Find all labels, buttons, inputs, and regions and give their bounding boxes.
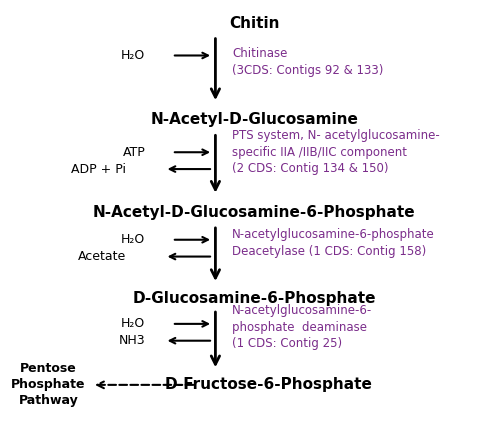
Text: Chitin: Chitin <box>229 15 280 30</box>
Text: Pentose
Phosphate
Pathway: Pentose Phosphate Pathway <box>12 363 86 408</box>
Text: NH3: NH3 <box>118 334 146 347</box>
Text: ADP + Pi: ADP + Pi <box>71 163 126 175</box>
Text: D-Glucosamine-6-Phosphate: D-Glucosamine-6-Phosphate <box>132 291 376 306</box>
Text: N-Acetyl-D-Glucosamine: N-Acetyl-D-Glucosamine <box>150 112 358 127</box>
Text: ATP: ATP <box>122 146 146 159</box>
Text: Chitinase
(3CDS: Contigs 92 & 133): Chitinase (3CDS: Contigs 92 & 133) <box>232 48 384 77</box>
Text: D-Fructose-6-Phosphate: D-Fructose-6-Phosphate <box>164 378 372 393</box>
Text: N-Acetyl-D-Glucosamine-6-Phosphate: N-Acetyl-D-Glucosamine-6-Phosphate <box>93 205 416 220</box>
Text: Acetate: Acetate <box>78 250 126 263</box>
Text: H₂O: H₂O <box>121 49 146 62</box>
Text: N-acetylglucosamine-6-phosphate
Deacetylase (1 CDS: Contig 158): N-acetylglucosamine-6-phosphate Deacetyl… <box>232 228 435 258</box>
Text: H₂O: H₂O <box>121 233 146 246</box>
Text: N-acetylglucosamine-6-
phosphate  deaminase
(1 CDS: Contig 25): N-acetylglucosamine-6- phosphate deamina… <box>232 304 372 350</box>
Text: H₂O: H₂O <box>121 317 146 330</box>
Text: PTS system, N- acetylglucosamine-
specific IIA /IIB/IIC component
(2 CDS: Contig: PTS system, N- acetylglucosamine- specif… <box>232 129 440 175</box>
